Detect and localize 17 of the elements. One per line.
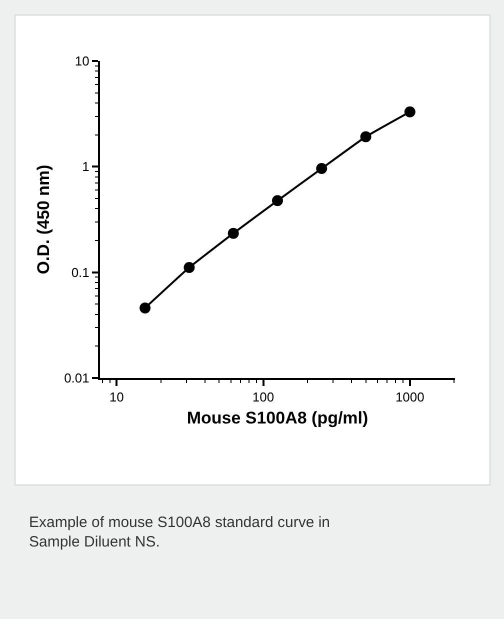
y-tick-label: 0.1 — [71, 264, 90, 280]
point — [228, 228, 239, 239]
point — [184, 262, 195, 274]
text: Example of mouse S100A8 standard curve in Sample Diluent NS. — [29, 514, 330, 550]
x-tick-label: 1000 — [395, 390, 424, 405]
point — [316, 163, 328, 174]
y-tick-label: 0.01 — [64, 370, 90, 386]
point — [272, 195, 283, 206]
y-tick-label: 10 — [74, 54, 90, 69]
x-tick-label: 100 — [252, 390, 274, 405]
point — [360, 131, 372, 142]
point — [140, 302, 151, 314]
y-tick-label: 1 — [82, 159, 90, 174]
x-tick-label: 10 — [109, 390, 124, 405]
x-axis-title: Mouse S100A8 (pg/ml) — [186, 408, 368, 428]
point — [404, 106, 416, 118]
y-axis-title: O.D. (450 nm) — [34, 164, 54, 274]
